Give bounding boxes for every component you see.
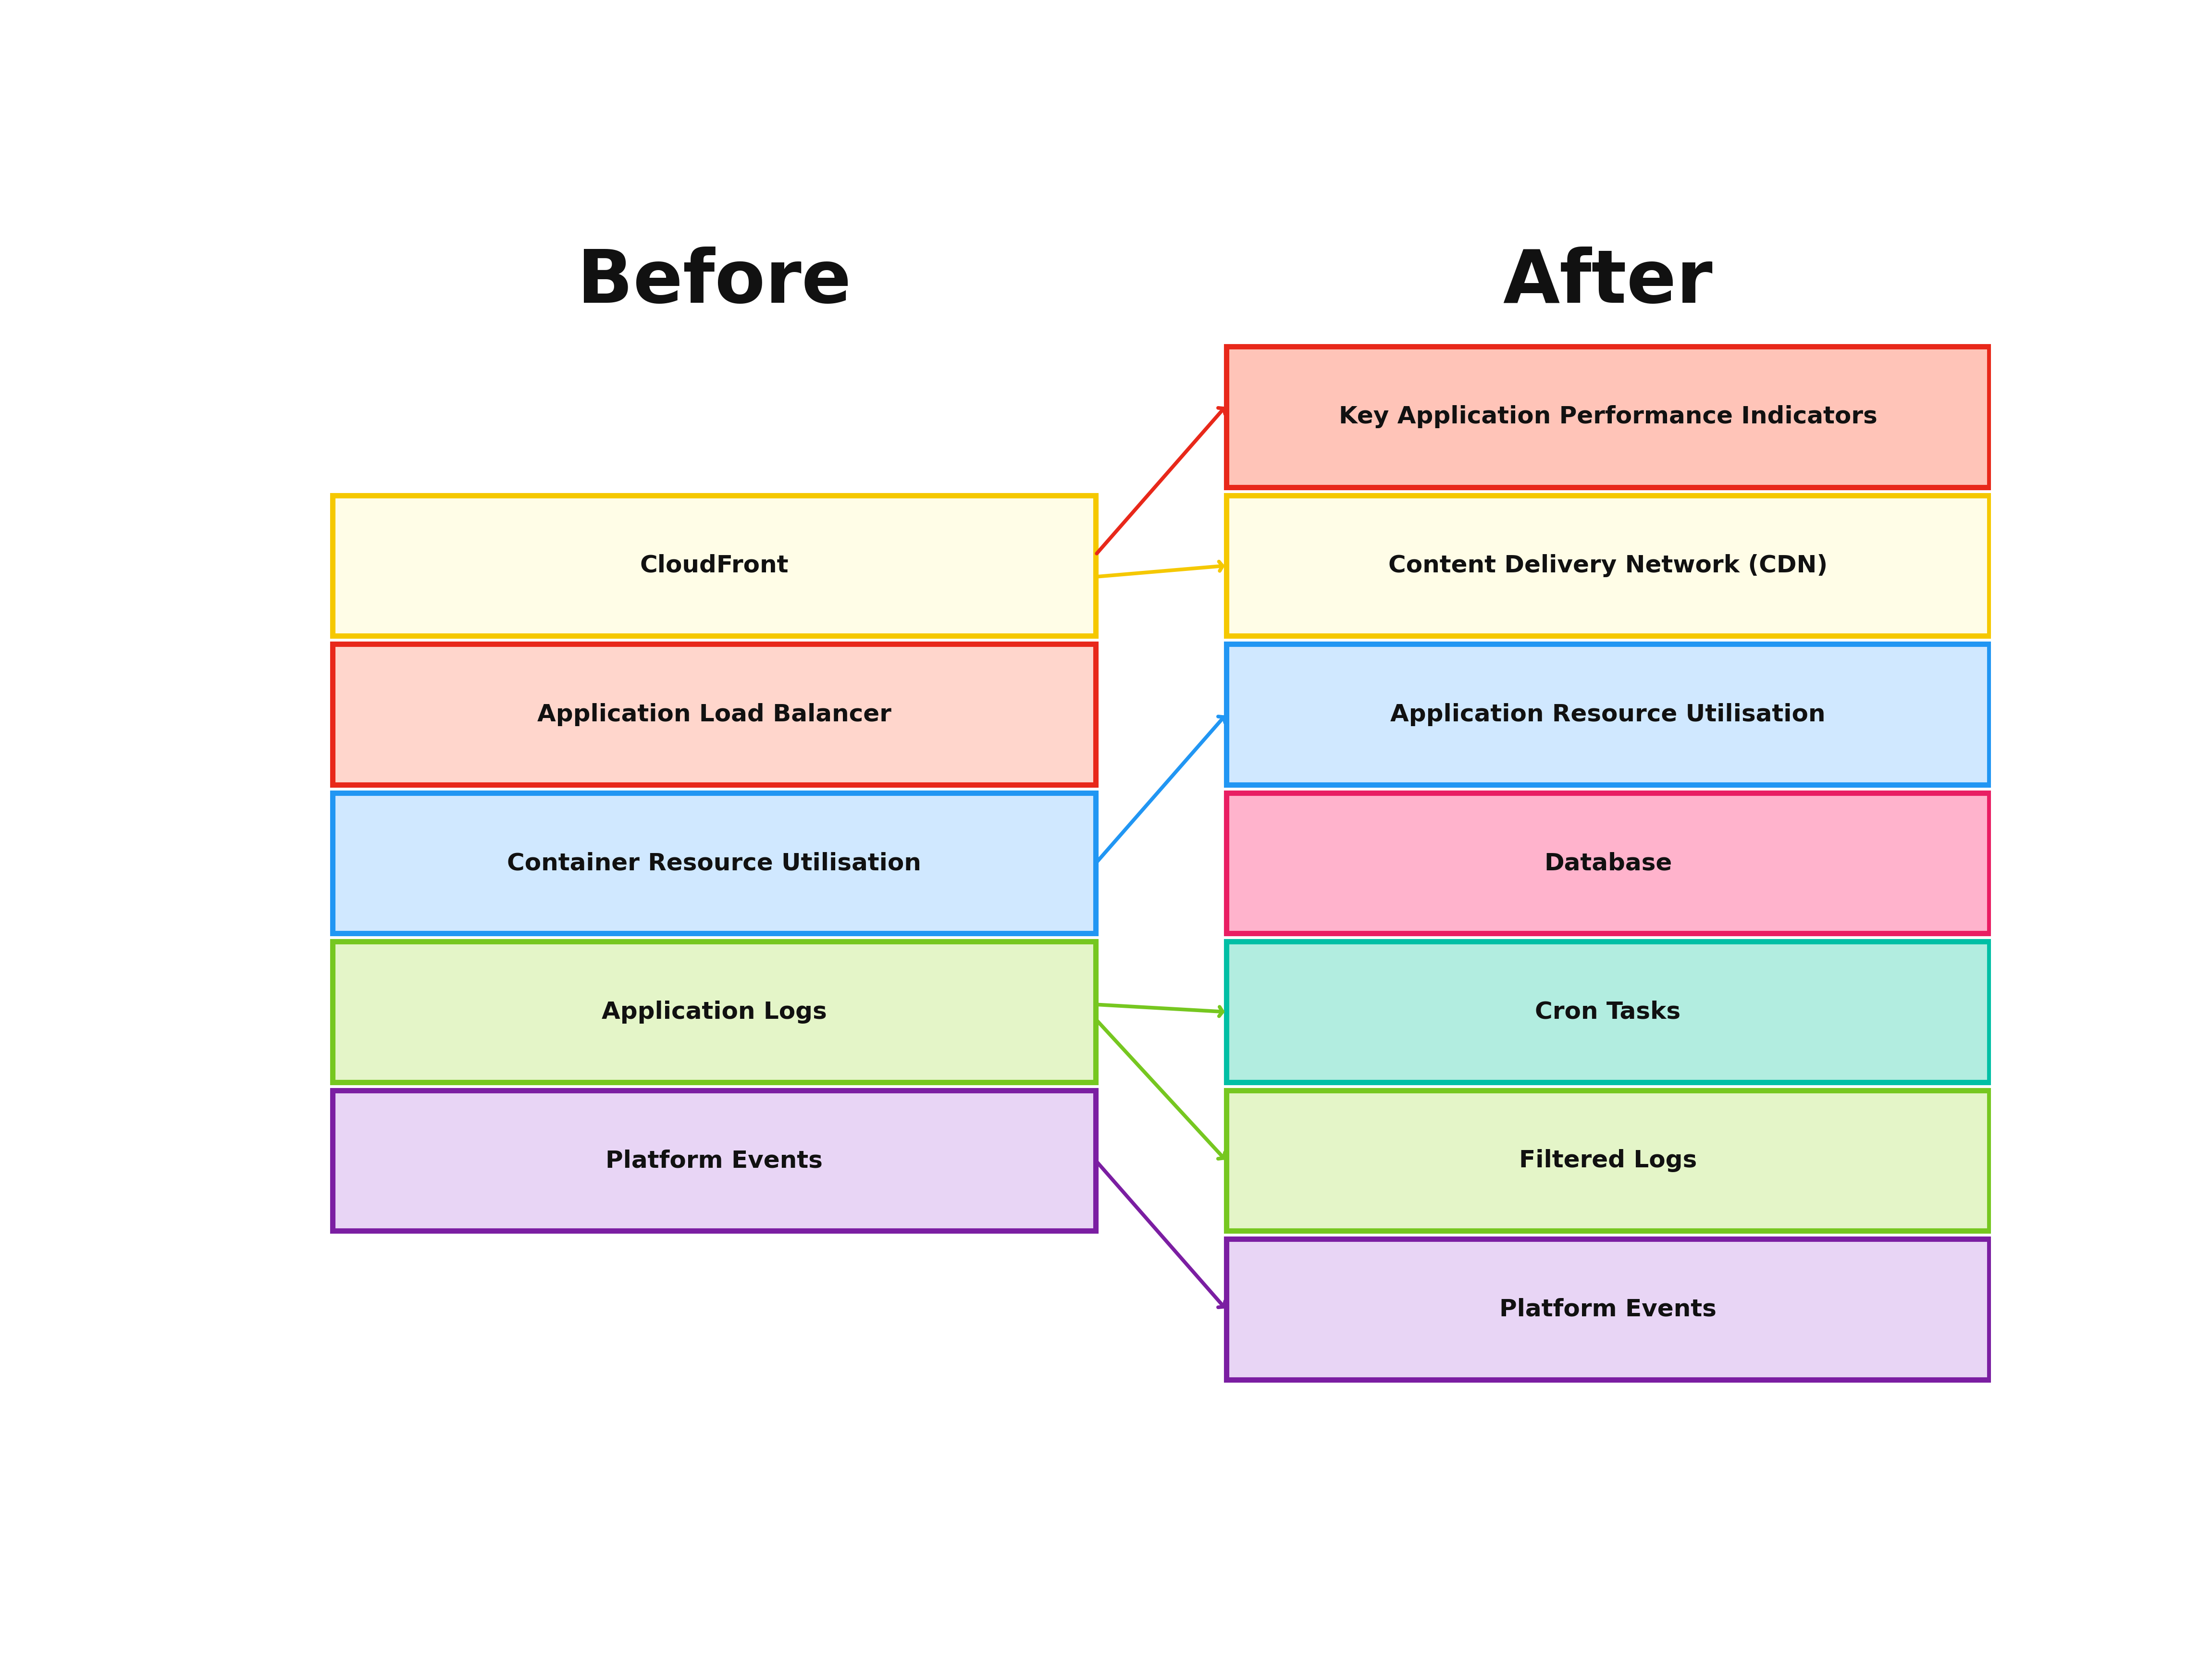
FancyBboxPatch shape <box>1225 347 1989 488</box>
FancyBboxPatch shape <box>1225 1239 1989 1379</box>
FancyBboxPatch shape <box>332 793 1095 934</box>
FancyBboxPatch shape <box>332 1091 1095 1231</box>
Text: After: After <box>1502 247 1712 319</box>
Text: Application Logs: Application Logs <box>602 1000 827 1024</box>
Text: Content Delivery Network (CDN): Content Delivery Network (CDN) <box>1389 554 1827 578</box>
FancyBboxPatch shape <box>1225 496 1989 636</box>
FancyBboxPatch shape <box>1225 1091 1989 1231</box>
FancyBboxPatch shape <box>332 645 1095 785</box>
FancyBboxPatch shape <box>332 496 1095 636</box>
Text: Container Resource Utilisation: Container Resource Utilisation <box>507 852 920 875</box>
FancyBboxPatch shape <box>1225 793 1989 934</box>
Text: Filtered Logs: Filtered Logs <box>1520 1149 1697 1172</box>
Text: Application Load Balancer: Application Load Balancer <box>538 703 891 726</box>
FancyBboxPatch shape <box>1225 645 1989 785</box>
Text: Cron Tasks: Cron Tasks <box>1535 1000 1681 1024</box>
Text: Before: Before <box>577 247 852 319</box>
Text: Platform Events: Platform Events <box>606 1149 823 1172</box>
Text: Database: Database <box>1544 852 1672 875</box>
FancyBboxPatch shape <box>332 942 1095 1082</box>
Text: Platform Events: Platform Events <box>1500 1298 1717 1321</box>
Text: Key Application Performance Indicators: Key Application Performance Indicators <box>1338 406 1878 429</box>
Text: Application Resource Utilisation: Application Resource Utilisation <box>1391 703 1825 726</box>
Text: CloudFront: CloudFront <box>639 554 787 578</box>
FancyBboxPatch shape <box>1225 942 1989 1082</box>
